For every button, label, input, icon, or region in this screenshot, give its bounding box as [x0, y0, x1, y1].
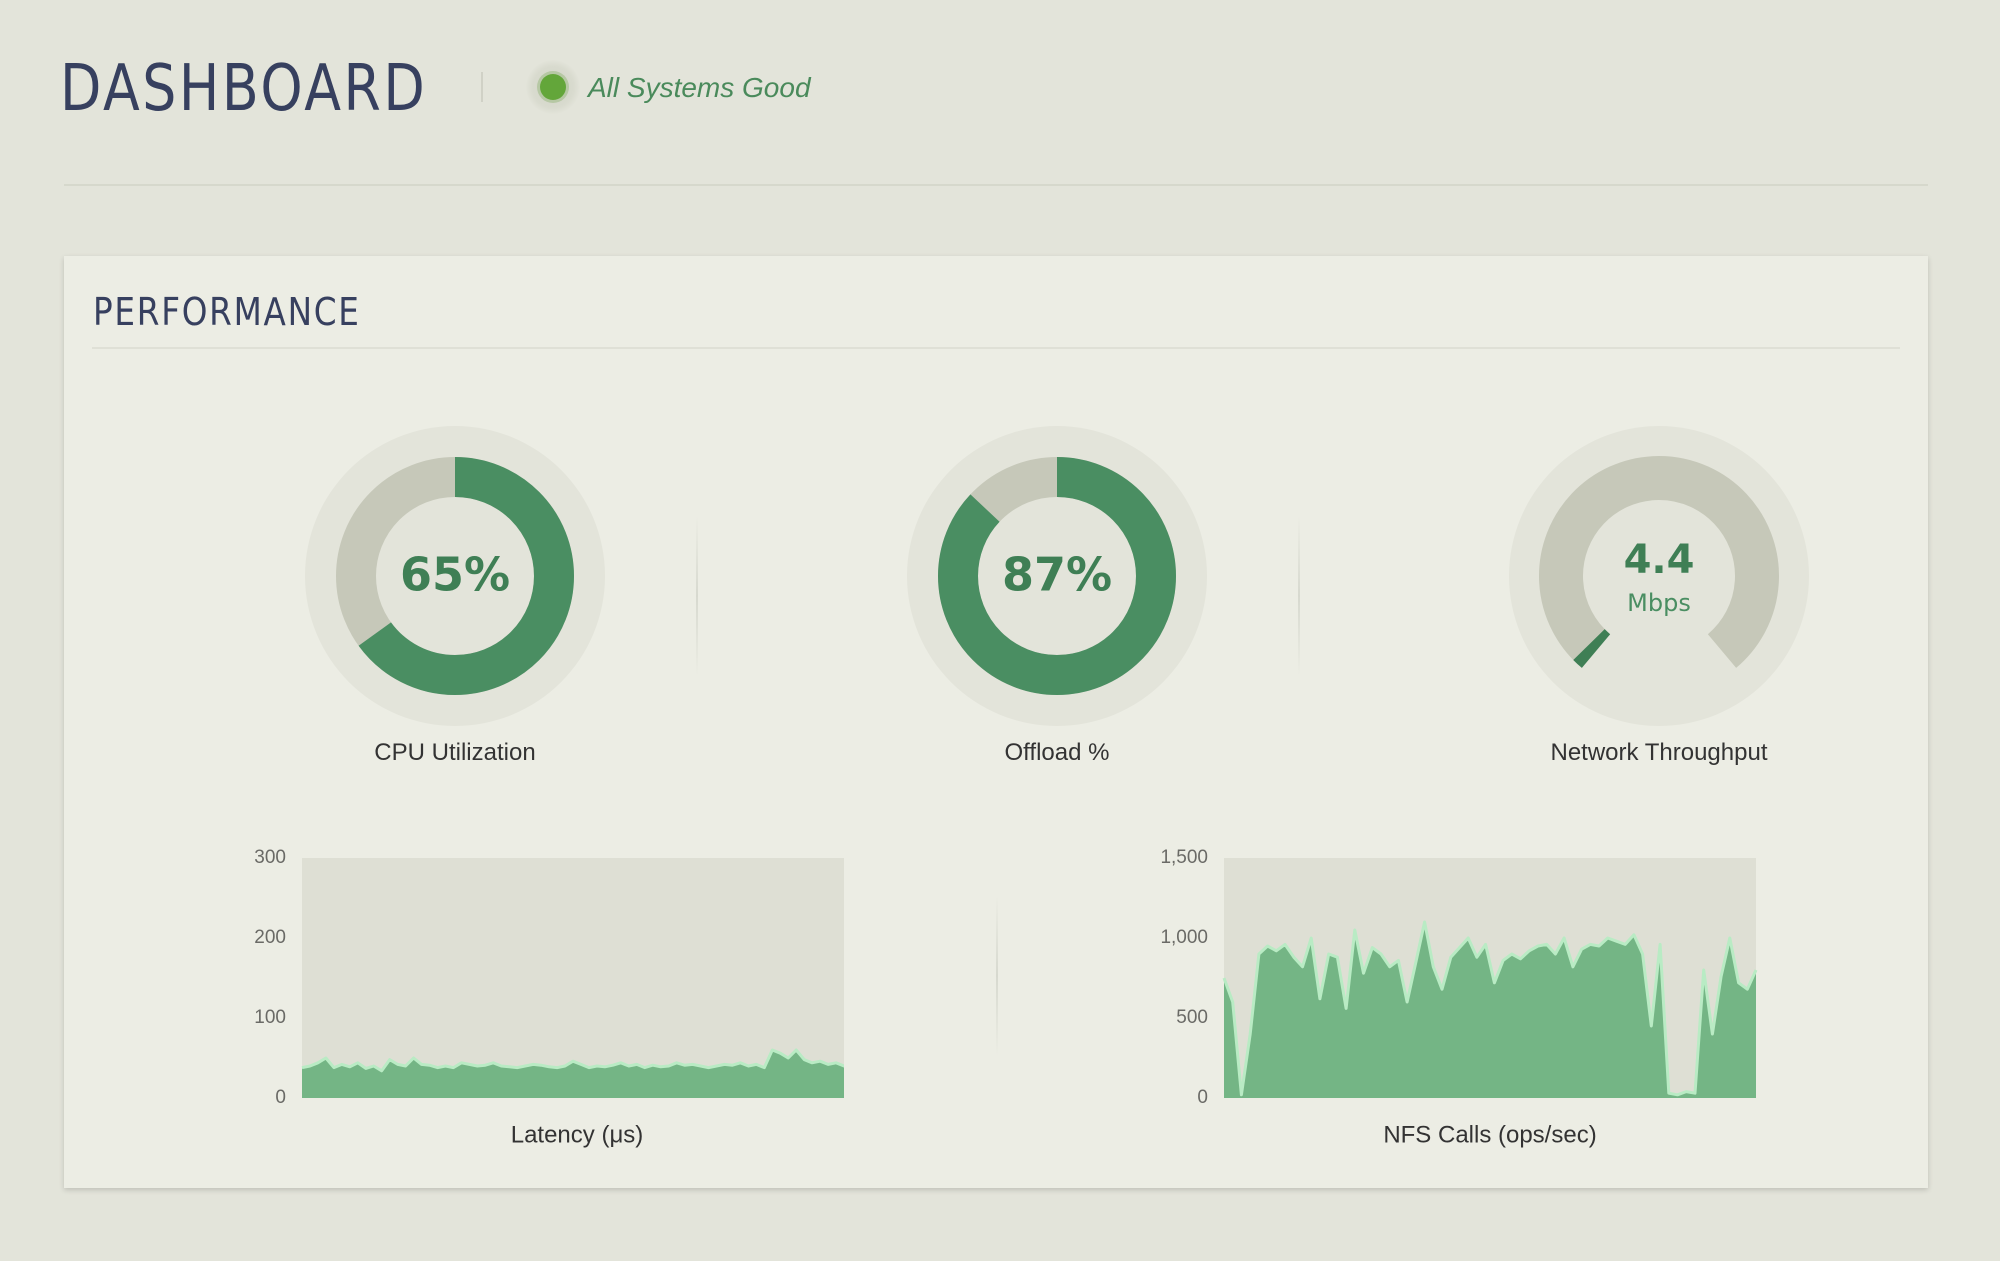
gauge-label: Offload %: [1004, 739, 1110, 766]
network-throughput-gauge: 4.4 Mbps Network Throughput: [1449, 426, 1869, 806]
performance-panel: PERFORMANCE 65% CPU Utilization 87% Offl…: [64, 256, 1928, 1188]
y-tick-label: 500: [1176, 1007, 1208, 1028]
offload-gauge: 87% Offload %: [847, 426, 1267, 806]
gauge-value-arc: [1573, 628, 1611, 668]
x-axis-label: NFS Calls (ops/sec): [1383, 1121, 1596, 1148]
gauge-separator: [1298, 516, 1300, 676]
y-tick-label: 100: [254, 1007, 286, 1028]
nfs-calls-area-chart: 1,500 1,000 500 0 NFS Calls (ops/sec): [1160, 847, 1758, 1148]
gauge-value-text: 65%: [400, 548, 510, 602]
y-tick-label: 1,500: [1160, 847, 1208, 868]
gauge-value-arc: [938, 457, 1176, 695]
series-area: [302, 1050, 844, 1098]
series-line: [301, 1048, 844, 1073]
offload-donut-chart: 87%: [907, 426, 1207, 726]
x-axis-label: Latency (μs): [511, 1121, 644, 1148]
cpu-utilization-gauge: 65% CPU Utilization: [245, 426, 665, 806]
y-tick-label: 300: [254, 847, 286, 868]
panel-divider: [92, 347, 1900, 349]
network-arc-gauge: 4.4 Mbps: [1509, 426, 1809, 726]
status-text: All Systems Good: [588, 72, 811, 103]
y-tick-label: 0: [275, 1087, 286, 1108]
chart-separator: [996, 896, 998, 1056]
gauge-value-arc: [336, 457, 574, 695]
panel-title: PERFORMANCE: [93, 290, 361, 334]
gauge-value-text: 4.4: [1624, 537, 1695, 583]
cpu-donut-chart: 65%: [305, 426, 605, 726]
y-tick-label: 1,000: [1160, 927, 1208, 948]
gauge-label: Network Throughput: [1550, 739, 1768, 766]
header-divider: [64, 184, 1928, 186]
y-tick-label: 200: [254, 927, 286, 948]
y-tick-label: 0: [1197, 1087, 1208, 1108]
plot-background: [302, 858, 844, 1098]
series-line: [1222, 920, 1758, 1097]
gauge-label: CPU Utilization: [374, 739, 536, 766]
gauge-unit-text: Mbps: [1627, 589, 1691, 617]
series-area: [1224, 922, 1756, 1098]
page-title: DASHBOARD: [60, 52, 428, 126]
latency-area-chart: 300 200 100 0 Latency (μs): [254, 847, 844, 1148]
gauge-value-text: 87%: [1002, 548, 1112, 602]
gauge-track: [1539, 456, 1779, 668]
gauge-separator: [696, 516, 698, 676]
status-indicator-icon: [526, 60, 580, 114]
status-dot-icon: [540, 74, 566, 100]
title-divider: [481, 72, 483, 102]
